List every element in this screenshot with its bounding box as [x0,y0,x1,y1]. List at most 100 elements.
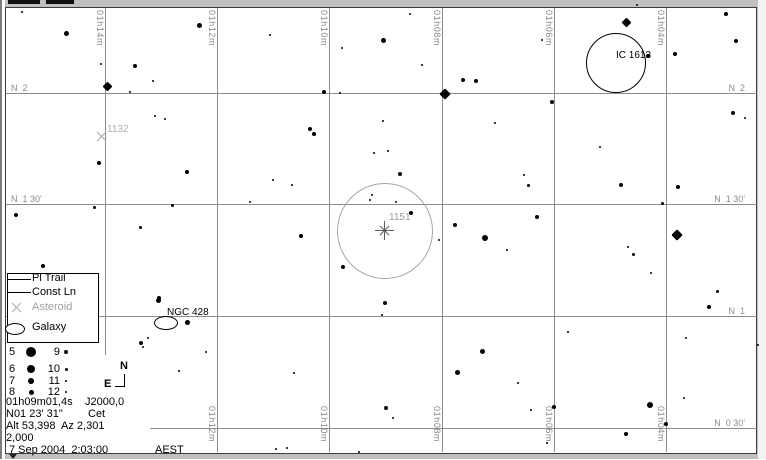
star [673,52,677,56]
star [734,39,738,43]
galaxy-label: NGC 428 [167,307,209,318]
star [461,78,465,82]
asteroid-label: 1132 [107,124,129,135]
ra-label-top: 01h04m [656,10,666,47]
star [409,13,411,15]
magnitude-dot-icon [28,378,34,384]
star [599,146,601,148]
magnitude-value: 12 [47,386,60,398]
magnitude-value: 7 [9,375,16,387]
dec-label-right: N 1 30' [714,194,745,204]
star [308,127,312,131]
menu-bar-fragment [8,0,40,4]
star [358,451,360,453]
star [178,370,180,372]
dec-gridline [6,93,757,94]
star [293,372,295,374]
ra-gridline [666,8,667,452]
status-constellation: Cet [88,408,106,420]
star [155,297,161,303]
star [526,183,530,187]
star [383,301,387,305]
star [683,397,685,399]
compass-north-label: N [120,360,128,372]
star [147,337,149,339]
star [139,341,143,345]
asteroid-cross-icon [10,301,24,315]
galaxy-ellipse-icon [5,323,25,335]
star [660,201,664,205]
magnitude-dot-icon [64,367,68,371]
status-dec: N01 23' 31" [6,408,63,420]
galaxy-label: IC 1613 [616,50,652,61]
dec-label-left: N 1 30' [11,194,42,204]
magnitude-dot-icon [65,380,67,382]
star [624,432,628,436]
star [97,161,101,165]
star [133,64,137,68]
star [517,382,519,384]
star [646,54,650,58]
legend-galaxy-label: Galaxy [32,321,67,333]
status-epoch: J2000,0 [85,396,125,408]
star [154,115,156,117]
compass-north-line [124,374,125,387]
ra-gridline [554,8,555,452]
magnitude-value: 10 [47,363,60,375]
star [373,152,375,154]
chart-area[interactable]: Pl Trail Const Ln Asteroid Galaxy N E 01… [5,4,759,456]
star [647,402,653,408]
ra-gridline [329,8,330,452]
ra-label-top: 01h14m [95,10,105,47]
star [438,239,440,241]
star [482,235,488,241]
galaxy-outline[interactable] [154,316,178,330]
star [380,37,386,43]
star [535,215,539,219]
dec-label-left: N 2 [11,83,28,93]
dec-label-right: N 1 [728,306,745,316]
star [249,201,251,203]
magnitude-dot-icon [26,347,36,357]
target-circle[interactable] [337,183,433,279]
star [627,246,629,248]
star [41,264,45,268]
magnitude-dot-icon [28,389,34,395]
star [744,117,746,119]
star [196,22,202,28]
compass-east-line [115,386,125,387]
star [707,305,711,309]
galaxy-outline[interactable] [586,33,646,93]
ra-label-top: 01h06m [544,10,554,47]
star [474,79,478,83]
star [164,118,166,120]
window-left-border [0,0,2,460]
star [286,447,288,449]
ra-label-top: 01h08m [432,10,442,47]
star [152,80,154,82]
status-datetime: 7 Sep 2004 2:03:00 [9,444,109,456]
star [92,205,96,209]
ra-label-bottom: 01h12m [207,406,217,443]
star [312,132,316,136]
star [21,11,23,13]
star [339,92,341,94]
star [731,111,735,115]
star [650,272,652,274]
star [138,225,142,229]
legend-const-ln-label: Const Ln [32,286,77,298]
star [631,252,635,256]
star [636,4,638,6]
dec-gridline [6,316,757,317]
star [506,249,508,251]
status-altaz: Alt 53,398 Az 2,301 [6,420,105,432]
magnitude-value: 5 [9,346,16,358]
star [392,417,394,419]
star [272,179,274,181]
star [685,337,687,339]
magnitude-dot-icon [64,350,68,354]
star [299,234,303,238]
constellation-line-icon [8,292,31,293]
star [185,170,189,174]
magnitude-dot-icon [65,391,67,393]
